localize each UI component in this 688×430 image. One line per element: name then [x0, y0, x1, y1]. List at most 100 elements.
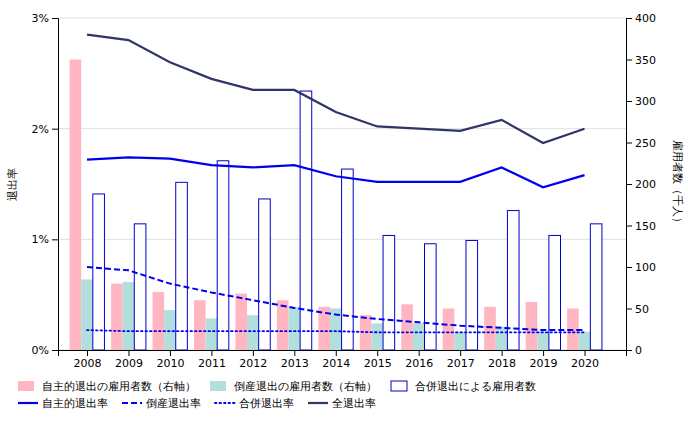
- legend-swatch: [308, 402, 328, 404]
- tick: 2020: [571, 350, 599, 370]
- axis-line: [52, 19, 59, 351]
- tick-mark: [52, 18, 58, 19]
- tick-label: 400: [635, 12, 656, 25]
- bar: [123, 282, 135, 350]
- axis-line: [627, 19, 633, 351]
- tick: 2016: [405, 350, 433, 370]
- bar: [496, 327, 508, 350]
- legend-swatch: [210, 381, 226, 391]
- tick-mark: [502, 350, 503, 356]
- tick-label: 2015: [364, 357, 392, 370]
- legend-swatch: [215, 402, 235, 404]
- tick-label: 250: [635, 137, 656, 150]
- x-axis: 2008200920102011201220132014201520162017…: [59, 350, 627, 370]
- bar: [111, 284, 123, 350]
- legend-item: 全退出率: [308, 397, 376, 410]
- bar: [93, 194, 105, 350]
- bar: [153, 292, 165, 350]
- tick: 350: [626, 54, 656, 67]
- tick-label: 300: [635, 95, 656, 108]
- bar: [206, 318, 218, 350]
- bar: [176, 182, 188, 350]
- tick: 0: [626, 344, 642, 357]
- tick-label: 150: [635, 220, 656, 233]
- tick-label: 2019: [530, 357, 558, 370]
- y2-axis-title: 雇用者数（千人）: [671, 140, 684, 228]
- legend-swatch: [122, 402, 142, 404]
- legend-label: 倒産退出の雇用者数（右軸）: [234, 380, 377, 393]
- bar-series: [70, 60, 579, 351]
- legend-item: 合併退出率: [215, 397, 294, 410]
- tick-label: 50: [635, 303, 649, 316]
- tick-mark: [52, 239, 58, 240]
- plot: 2008200920102011201220132014201520162017…: [32, 12, 656, 370]
- tick-mark: [626, 226, 632, 227]
- legend-swatch: [18, 381, 34, 391]
- tick-label: 3%: [32, 12, 49, 25]
- legend-item: 自主的退出の雇用者数（右軸）: [18, 380, 196, 393]
- legend-label: 倒産退出率: [146, 397, 201, 410]
- tick-label: 2009: [115, 357, 143, 370]
- tick-label: 2008: [74, 357, 102, 370]
- tick-mark: [626, 101, 632, 102]
- tick-label: 0: [635, 344, 642, 357]
- legend-item: 自主的退出率: [18, 397, 108, 410]
- bars: [70, 60, 602, 351]
- tick-label: 2010: [156, 357, 184, 370]
- legend-item: 合併退出による雇用者数: [391, 380, 536, 393]
- legend-label: 自主的退出率: [42, 397, 108, 410]
- tick-mark: [543, 350, 544, 356]
- grid: [58, 18, 626, 350]
- tick: 2%: [32, 123, 58, 136]
- tick-label: 2020: [571, 357, 599, 370]
- y2-axis: 0 50 100 150 200 250 300 350 400: [626, 12, 656, 357]
- tick: 150: [626, 220, 656, 233]
- bar: [401, 304, 413, 350]
- tick: 0%: [32, 344, 58, 357]
- tick-mark: [170, 350, 171, 356]
- bar: [217, 161, 229, 350]
- bar: [277, 300, 289, 350]
- tick-label: 2016: [405, 357, 433, 370]
- bar: [454, 332, 466, 350]
- line: [87, 35, 585, 143]
- tick: 2010: [156, 350, 184, 370]
- tick: 300: [626, 95, 656, 108]
- tick-label: 2011: [198, 357, 226, 370]
- tick: 200: [626, 178, 656, 191]
- tick-label: 0%: [32, 344, 49, 357]
- legend-label: 自主的退出の雇用者数（右軸）: [42, 380, 196, 393]
- tick-mark: [128, 350, 129, 356]
- legend-item: 倒産退出率: [122, 397, 201, 410]
- tick: 2015: [364, 350, 392, 370]
- tick: 2008: [74, 350, 102, 370]
- tick-mark: [336, 350, 337, 356]
- bar: [371, 323, 383, 350]
- tick-mark: [626, 309, 632, 310]
- tick-label: 2013: [281, 357, 309, 370]
- tick: 2018: [488, 350, 516, 370]
- tick: 2012: [239, 350, 267, 370]
- tick-label: 1%: [32, 233, 49, 246]
- tick-mark: [377, 350, 378, 356]
- legend-label: 全退出率: [332, 397, 376, 410]
- bar: [259, 199, 271, 350]
- line: [87, 267, 585, 330]
- axis-line: [59, 351, 627, 357]
- tick-mark: [211, 350, 212, 356]
- tick: 100: [626, 261, 656, 274]
- tick-label: 2012: [239, 357, 267, 370]
- grid-line: [58, 128, 626, 129]
- bar: [425, 244, 437, 350]
- tick: 250: [626, 137, 656, 150]
- tick-mark: [52, 129, 58, 130]
- tick: 400: [626, 12, 656, 25]
- tick: 2014: [322, 350, 350, 370]
- grid-line: [58, 18, 626, 19]
- tick: 2013: [281, 350, 309, 370]
- legend: 自主的退出の雇用者数（右軸） 倒産退出の雇用者数（右軸） 合併退出による雇用者数自主…: [18, 380, 536, 410]
- tick: 50: [626, 303, 649, 316]
- bar: [70, 60, 82, 351]
- tick-mark: [585, 350, 586, 356]
- y-axis: 0% 1% 2% 3%: [32, 12, 59, 357]
